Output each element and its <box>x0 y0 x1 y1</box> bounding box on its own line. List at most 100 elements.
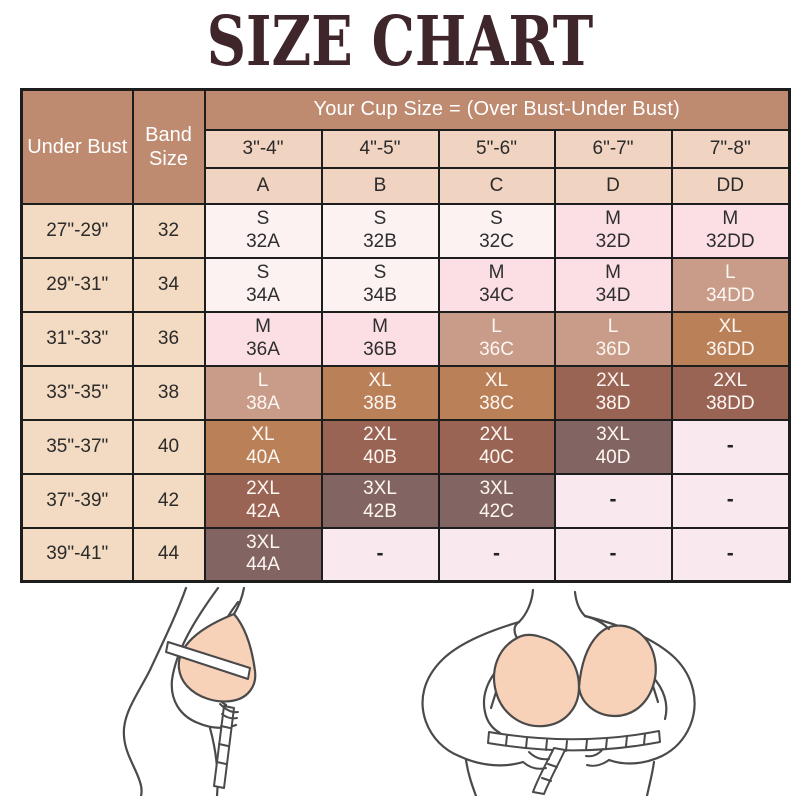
cup-range-cell: 3"-4" <box>203 128 323 169</box>
size-cell: - <box>670 418 791 475</box>
size-label: - <box>609 488 617 512</box>
size-code: 40A <box>246 446 280 468</box>
size-label: XL <box>718 316 742 338</box>
size-cell: XL 38C <box>437 364 556 421</box>
size-label: 3XL <box>246 531 280 553</box>
table-row: 27"-29" 32 S 32A S 32B S 32C M 32D M 32DD <box>20 202 791 259</box>
size-cell: S 34B <box>320 256 440 313</box>
size-label: XL <box>484 370 509 392</box>
under-bust-value: 35"-37" <box>20 418 134 475</box>
under-bust-value: 37"-39" <box>20 472 134 529</box>
size-code: 32DD <box>705 230 755 252</box>
size-chart-table: Under Bust Band Size Your Cup Size = (Ov… <box>20 88 792 583</box>
cup-letter-cell: B <box>320 166 440 205</box>
cup-range-row: 3"-4" 4"-5" 5"-6" 6"-7" 7"-8" <box>22 128 791 169</box>
size-cell: - <box>437 526 556 583</box>
measurement-illustrations <box>0 586 800 800</box>
size-label: - <box>493 541 500 565</box>
size-label: S <box>490 208 503 230</box>
size-cell: 2XL 40C <box>437 418 556 475</box>
size-code: 42C <box>479 500 514 522</box>
size-code: 36DD <box>705 338 755 360</box>
size-cell: XL 40A <box>203 418 323 475</box>
size-cell: 3XL 40D <box>553 418 673 475</box>
size-cell: L 36D <box>553 310 673 367</box>
size-code: 34A <box>246 284 280 306</box>
size-label: L <box>257 370 269 392</box>
size-code: 40B <box>363 446 397 468</box>
size-label: - <box>726 541 734 565</box>
page-title: SIZE CHART <box>206 2 594 82</box>
band-size-value: 36 <box>131 310 206 367</box>
size-label: - <box>609 541 617 565</box>
band-size-value: 44 <box>131 526 206 583</box>
size-cell: M 32DD <box>670 202 791 259</box>
size-label: M <box>605 208 621 230</box>
size-label: 3XL <box>363 478 397 500</box>
size-label: XL <box>251 424 275 446</box>
size-label: 2XL <box>479 424 514 446</box>
size-code: 34C <box>479 284 514 306</box>
band-size-value: 34 <box>131 256 206 313</box>
size-label: S <box>256 208 270 230</box>
band-size-value: 38 <box>131 364 206 421</box>
size-code: 38B <box>363 392 397 414</box>
table-row: 37"-39" 42 2XL 42A 3XL 42B 3XL 42C - - <box>20 472 791 529</box>
size-code: 36B <box>363 338 397 360</box>
band-size-header: Band Size <box>131 88 206 205</box>
size-label: L <box>607 316 619 338</box>
size-code: 34DD <box>705 284 755 306</box>
size-code: 32B <box>363 230 397 252</box>
size-label: 2XL <box>363 424 397 446</box>
bra-strap-left <box>513 620 521 640</box>
under-bust-value: 39"-41" <box>20 526 134 583</box>
size-code: 32A <box>246 230 280 252</box>
size-cell: L 36C <box>437 310 556 367</box>
size-cell: M 36A <box>203 310 323 367</box>
size-code: 34D <box>595 284 631 306</box>
size-cell: S 34A <box>203 256 323 313</box>
size-cell: M 36B <box>320 310 440 367</box>
table-row: 39"-41" 44 3XL 44A - - - - <box>20 526 791 583</box>
size-cell: - <box>670 472 791 529</box>
cup-range-cell: 6"-7" <box>553 128 673 169</box>
size-code: 38DD <box>705 392 755 414</box>
size-label: S <box>373 208 387 230</box>
size-cell: - <box>320 526 440 583</box>
size-code: 32D <box>595 230 631 252</box>
cup-letter-cell: DD <box>670 166 791 205</box>
size-cell: M 34D <box>553 256 673 313</box>
size-label: 2XL <box>713 370 748 392</box>
size-cell: 2XL 42A <box>203 472 323 529</box>
size-label: M <box>605 262 621 284</box>
overbust-measure-illustration <box>122 586 257 796</box>
size-code: 38D <box>595 392 631 414</box>
size-cell: XL 38B <box>320 364 440 421</box>
cup-letter-cell: C <box>437 166 556 205</box>
size-cell: 2XL 38D <box>553 364 673 421</box>
band-size-value: 42 <box>131 472 206 529</box>
cup-letter-cell: A <box>203 166 323 205</box>
size-cell: 3XL 42B <box>320 472 440 529</box>
table-row: 35"-37" 40 XL 40A 2XL 40B 2XL 40C 3XL 40D - <box>20 418 791 475</box>
under-bust-value: 33"-35" <box>20 364 134 421</box>
size-code: 38A <box>246 392 280 414</box>
size-label: 3XL <box>479 478 514 500</box>
size-label: 3XL <box>596 424 630 446</box>
size-code: 40D <box>595 446 631 468</box>
bra-strap-right <box>583 614 611 631</box>
size-code: 38C <box>479 392 514 414</box>
size-cell: 2XL 40B <box>320 418 440 475</box>
size-code: 34B <box>363 284 397 306</box>
table-row: 33"-35" 38 L 38A XL 38B XL 38C 2XL 38D 2XL 38DD <box>20 364 791 421</box>
under-bust-value: 27"-29" <box>20 202 134 259</box>
size-label: L <box>491 316 502 338</box>
size-label: M <box>372 316 388 338</box>
bra-band-right <box>651 684 660 704</box>
under-bust-value: 31"-33" <box>20 310 134 367</box>
size-cell: L 34DD <box>670 256 791 313</box>
size-code: 36D <box>595 338 631 360</box>
underbust-measure-illustration <box>421 588 696 796</box>
size-cell: 2XL 38DD <box>670 364 791 421</box>
bra-band-left <box>489 690 498 710</box>
